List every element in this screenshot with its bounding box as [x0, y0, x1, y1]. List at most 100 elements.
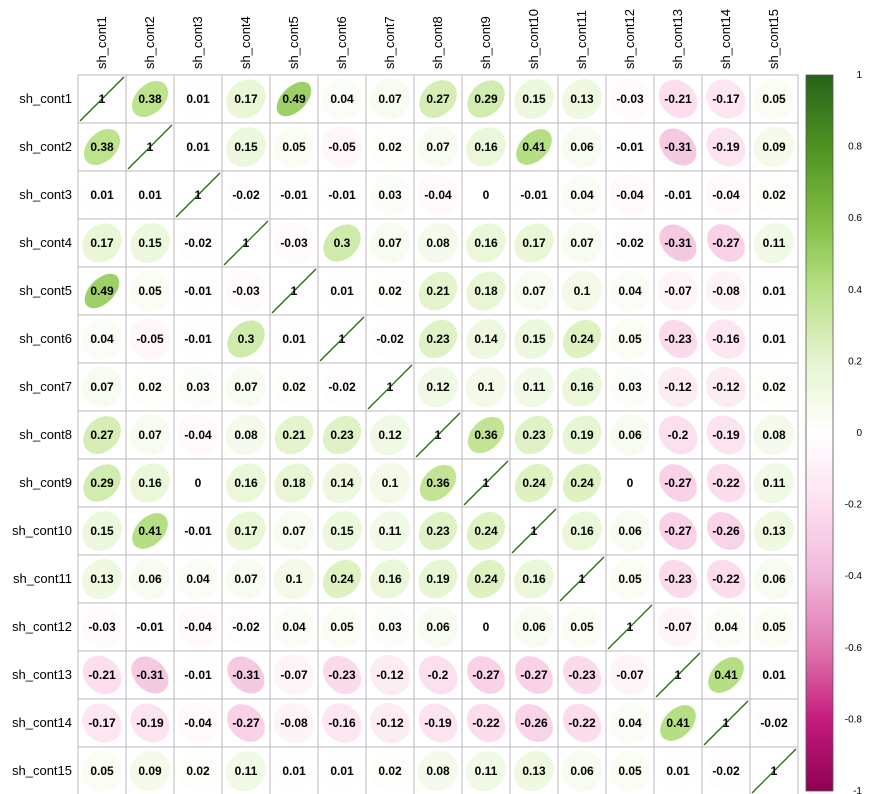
cell-value: -0.04	[424, 188, 452, 202]
correlation-ellipse	[80, 173, 124, 217]
cell-sh_cont6-sh_cont12: 0.05	[605, 314, 655, 364]
correlation-ellipse	[81, 318, 123, 360]
cell-sh_cont10-sh_cont1: 0.15	[77, 506, 127, 556]
cell-sh_cont1-sh_cont11: 0.13	[557, 74, 607, 124]
cell-value: -0.12	[376, 716, 404, 730]
cell-sh_cont10-sh_cont14: -0.26	[701, 506, 751, 556]
column-labels: sh_cont1 sh_cont2 sh_cont3 sh_cont4 sh_cont5…	[94, 9, 781, 69]
correlation-ellipse	[82, 223, 122, 263]
cell-sh_cont2-sh_cont8: 0.07	[413, 122, 463, 172]
cell-value: 0.02	[378, 284, 402, 298]
cell-value: 0.11	[523, 380, 546, 394]
diagonal-line	[127, 124, 173, 170]
correlation-ellipse	[656, 173, 700, 217]
cell-sh_cont11-sh_cont8: 0.19	[413, 554, 463, 604]
cell-sh_cont12-sh_cont5: 0.04	[269, 602, 319, 652]
cell-value: 0.07	[234, 572, 258, 586]
correlation-ellipse	[273, 606, 315, 648]
cell-sh_cont9-sh_cont1: 0.29	[77, 458, 127, 508]
cell-value: 0.18	[282, 476, 306, 490]
cell-sh_cont14-sh_cont1: -0.17	[77, 698, 127, 748]
cell-sh_cont7-sh_cont1: 0.07	[77, 362, 127, 412]
correlation-ellipse	[176, 317, 220, 361]
cell-sh_cont7-sh_cont4: 0.07	[221, 362, 271, 412]
cell-value: 1	[675, 668, 682, 682]
correlation-ellipse	[322, 415, 362, 455]
cell-sh_cont14-sh_cont11: -0.22	[557, 698, 607, 748]
cell-sh_cont1-sh_cont14: -0.17	[701, 74, 751, 124]
cell-value: 1	[99, 92, 106, 106]
cell-sh_cont13-sh_cont2: -0.31	[125, 650, 175, 700]
cell-sh_cont14-sh_cont4: -0.27	[221, 698, 271, 748]
cell-sh_cont4-sh_cont8: 0.08	[413, 218, 463, 268]
cell-sh_cont12-sh_cont15: 0.05	[749, 602, 799, 652]
cell-sh_cont14-sh_cont7: -0.12	[365, 698, 415, 748]
cell-sh_cont2-sh_cont7: 0.02	[365, 122, 415, 172]
cell-sh_cont10-sh_cont6: 0.15	[317, 506, 367, 556]
correlation-ellipse	[466, 703, 506, 743]
cell-value: 0.05	[762, 620, 786, 634]
correlation-ellipse	[274, 463, 314, 503]
correlation-ellipse	[128, 605, 172, 649]
cell-sh_cont15-sh_cont15: 1	[749, 746, 799, 794]
cell-sh_cont2-sh_cont14: -0.19	[701, 122, 751, 172]
cell-sh_cont12-sh_cont1: -0.03	[77, 602, 127, 652]
correlation-ellipse	[369, 750, 411, 792]
correlation-ellipse	[369, 270, 411, 312]
cell-value: 0.15	[522, 92, 546, 106]
cell-value: 0.24	[570, 476, 594, 490]
row-label-sh_cont1: sh_cont1	[19, 91, 72, 106]
cell-value: 0.07	[570, 236, 594, 250]
correlation-ellipse	[322, 655, 362, 695]
cell-sh_cont15-sh_cont3: 0.02	[173, 746, 223, 794]
column-label-sh_cont9: sh_cont9	[478, 16, 493, 69]
row-label-sh_cont14: sh_cont14	[12, 715, 72, 730]
cell-sh_cont12-sh_cont10: 0.06	[509, 602, 559, 652]
cell-sh_cont4-sh_cont1: 0.17	[77, 218, 127, 268]
colorbar-tick-label: 0.8	[848, 142, 862, 153]
correlation-ellipse	[753, 366, 795, 408]
correlation-ellipse	[273, 222, 315, 264]
cell-sh_cont4-sh_cont5: -0.03	[269, 218, 319, 268]
column-label-sh_cont1: sh_cont1	[94, 16, 109, 69]
cell-sh_cont2-sh_cont15: 0.09	[749, 122, 799, 172]
correlation-ellipse	[754, 511, 794, 551]
correlation-ellipse	[129, 750, 171, 792]
cell-value: -0.03	[616, 92, 644, 106]
correlation-ellipse	[608, 461, 652, 505]
correlation-ellipse	[562, 655, 602, 695]
cell-value: -0.03	[88, 620, 116, 634]
cell-sh_cont10-sh_cont5: 0.07	[269, 506, 319, 556]
cell-sh_cont13-sh_cont10: -0.27	[509, 650, 559, 700]
cell-sh_cont2-sh_cont9: 0.16	[461, 122, 511, 172]
cell-sh_cont1-sh_cont12: -0.03	[605, 74, 655, 124]
cell-sh_cont14-sh_cont10: -0.26	[509, 698, 559, 748]
cell-sh_cont11-sh_cont12: 0.05	[605, 554, 655, 604]
correlation-ellipse	[320, 749, 364, 793]
column-label-sh_cont11: sh_cont11	[574, 10, 589, 69]
correlation-ellipse	[562, 319, 602, 359]
cell-value: 0.04	[90, 332, 114, 346]
cell-value: -0.23	[568, 668, 596, 682]
correlation-ellipse	[609, 414, 651, 456]
cell-sh_cont14-sh_cont3: -0.04	[173, 698, 223, 748]
cell-sh_cont14-sh_cont9: -0.22	[461, 698, 511, 748]
correlation-ellipse	[225, 366, 267, 408]
cell-value: -0.02	[712, 764, 740, 778]
correlation-ellipse	[129, 414, 171, 456]
cell-value: 0.16	[138, 476, 162, 490]
cell-sh_cont3-sh_cont9: 0	[461, 170, 511, 220]
cell-value: -0.08	[712, 284, 740, 298]
correlation-ellipse	[273, 558, 315, 600]
cell-value: 0.16	[522, 572, 546, 586]
cell-value: -0.27	[664, 524, 692, 538]
cell-sh_cont6-sh_cont11: 0.24	[557, 314, 607, 364]
correlation-ellipse	[705, 174, 747, 216]
correlation-ellipse	[82, 559, 122, 599]
correlation-ellipse	[225, 606, 267, 648]
correlation-ellipse	[273, 654, 315, 696]
correlation-ellipse	[322, 703, 362, 743]
row-label-sh_cont9: sh_cont9	[19, 475, 72, 490]
cell-sh_cont9-sh_cont15: 0.11	[749, 458, 799, 508]
correlation-ellipse	[225, 270, 267, 312]
